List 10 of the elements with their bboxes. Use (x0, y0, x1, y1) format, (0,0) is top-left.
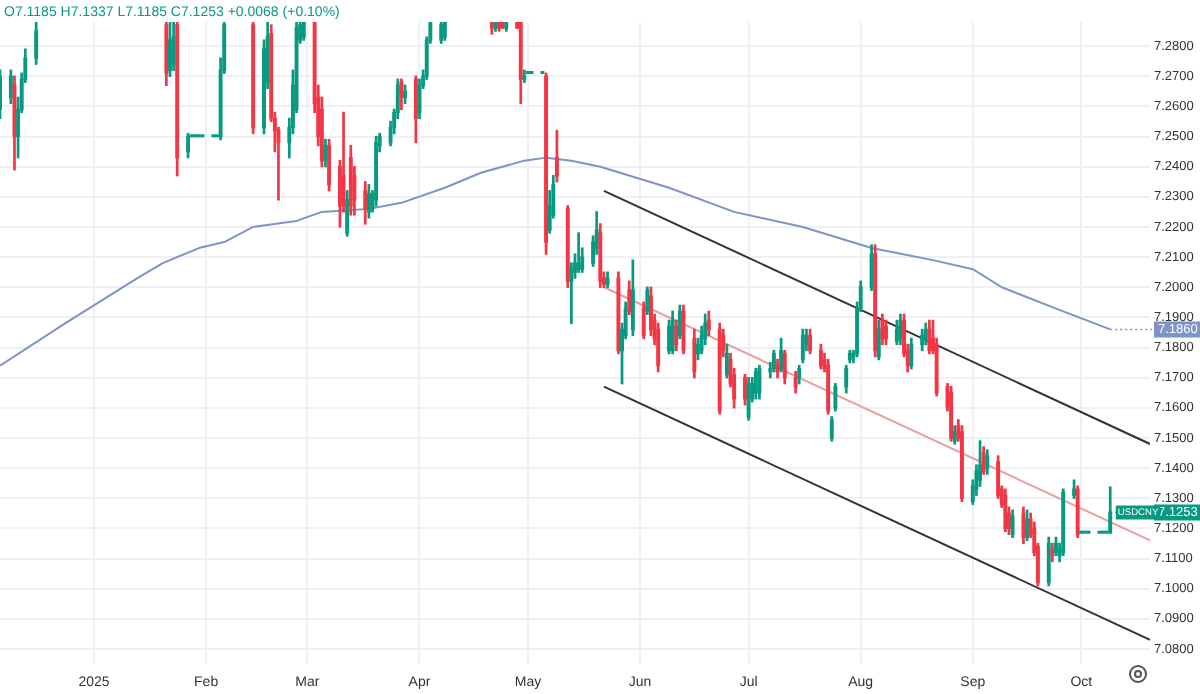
candlestick (403, 84, 407, 105)
candlestick (884, 319, 888, 346)
candlestick (743, 373, 747, 406)
candlestick (808, 328, 813, 355)
candlestick (1072, 479, 1077, 499)
candlestick (186, 132, 191, 159)
candlestick (497, 22, 502, 32)
candlestick (667, 319, 671, 355)
candlestick (168, 22, 172, 77)
candlestick (1025, 509, 1029, 542)
